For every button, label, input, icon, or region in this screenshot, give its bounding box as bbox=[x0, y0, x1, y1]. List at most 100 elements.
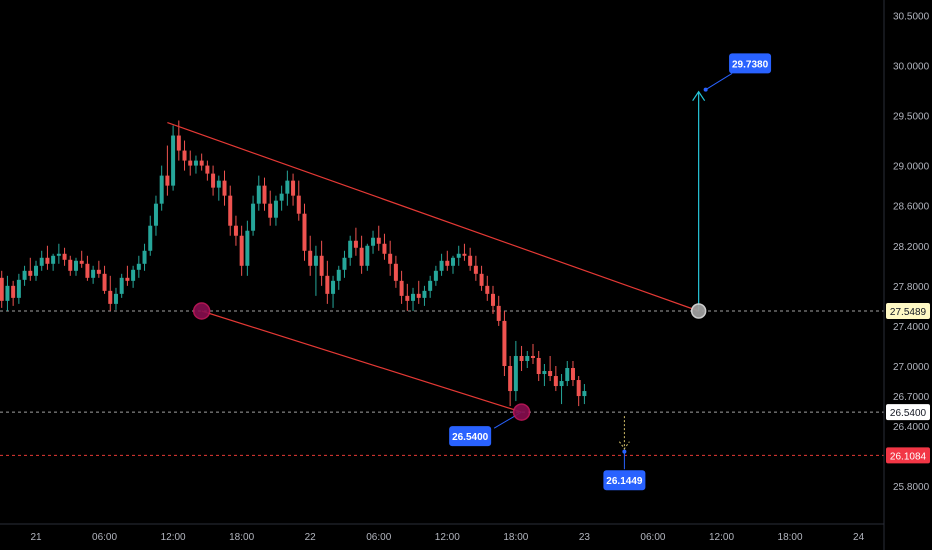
candle-body bbox=[570, 368, 575, 381]
candle bbox=[325, 260, 330, 304]
value-label-0: 29.7380 bbox=[729, 53, 772, 74]
value-label-box bbox=[603, 470, 646, 491]
candle-body bbox=[273, 200, 278, 218]
candle bbox=[399, 270, 404, 304]
candle bbox=[22, 265, 27, 286]
price-badge-0: 27.5489 bbox=[886, 303, 930, 319]
time-tick-label: 24 bbox=[853, 532, 865, 543]
candle-body bbox=[34, 265, 38, 276]
candle-body bbox=[216, 180, 221, 188]
candle bbox=[136, 255, 141, 278]
candle bbox=[125, 265, 130, 286]
candle bbox=[296, 180, 301, 221]
candle-body bbox=[108, 290, 113, 304]
price-badge-box bbox=[886, 404, 930, 421]
candle bbox=[159, 165, 164, 211]
candle-body bbox=[85, 263, 90, 278]
candle-body bbox=[565, 368, 570, 382]
candle-body bbox=[536, 357, 541, 375]
candle-body bbox=[285, 180, 290, 194]
candle bbox=[422, 285, 427, 306]
candle-body bbox=[62, 253, 67, 260]
candle bbox=[56, 243, 61, 264]
candle bbox=[119, 273, 124, 298]
value-labels-layer: 29.7380 26.1449 26.5400 bbox=[449, 53, 772, 491]
candle bbox=[559, 374, 564, 405]
candle-body bbox=[422, 290, 427, 298]
candle bbox=[553, 365, 558, 392]
candle-body bbox=[11, 285, 16, 298]
candle-body bbox=[313, 255, 318, 266]
candle-body bbox=[182, 150, 187, 161]
candle bbox=[565, 360, 570, 387]
candle-body bbox=[325, 275, 330, 294]
candle-body bbox=[348, 240, 353, 258]
candle-body bbox=[496, 305, 501, 321]
candle bbox=[513, 340, 518, 402]
candle-body bbox=[268, 203, 273, 218]
candle-body bbox=[576, 380, 581, 397]
candle bbox=[5, 275, 10, 311]
candle bbox=[0, 270, 4, 308]
candle bbox=[542, 363, 547, 387]
candle bbox=[211, 165, 216, 196]
price-badge-2: 26.1084 bbox=[886, 447, 930, 464]
price-badge-text: 26.1084 bbox=[890, 451, 927, 462]
candle bbox=[576, 376, 581, 407]
candle-body bbox=[433, 270, 438, 281]
price-axis[interactable]: 30.5000 30.0000 29.5000 29.0000 28.6000 28.20… bbox=[886, 11, 930, 493]
candle bbox=[251, 195, 256, 236]
candle-body bbox=[102, 273, 107, 291]
candle bbox=[530, 343, 535, 364]
candle bbox=[285, 170, 290, 206]
candle-body bbox=[491, 293, 495, 306]
candle-body bbox=[176, 135, 181, 151]
candle-body bbox=[428, 280, 433, 291]
candle bbox=[85, 255, 90, 281]
price-badge-box bbox=[886, 447, 930, 464]
candle bbox=[188, 150, 193, 176]
candle bbox=[308, 235, 313, 276]
candle-body bbox=[148, 225, 153, 251]
time-tick-label: 12:00 bbox=[161, 532, 186, 543]
time-tick-label: 18:00 bbox=[503, 532, 528, 543]
candle bbox=[131, 265, 136, 288]
candle-body bbox=[279, 193, 284, 201]
candle bbox=[199, 153, 204, 171]
candle-body bbox=[456, 253, 461, 258]
candle bbox=[205, 160, 210, 181]
candle bbox=[393, 255, 398, 288]
candle bbox=[376, 225, 381, 251]
candle bbox=[548, 355, 553, 382]
candle bbox=[222, 170, 227, 206]
candle-body bbox=[308, 250, 313, 266]
candle bbox=[79, 250, 84, 268]
time-tick-label: 23 bbox=[579, 532, 591, 543]
candle-body bbox=[199, 160, 204, 166]
candle-body bbox=[359, 247, 364, 266]
candle bbox=[148, 215, 153, 256]
price-tick-label: 26.7000 bbox=[893, 392, 930, 403]
value-label-1: 26.1449 bbox=[603, 470, 646, 491]
candle-body bbox=[353, 240, 358, 248]
candle bbox=[525, 350, 530, 369]
candle bbox=[16, 273, 21, 304]
candle-body bbox=[468, 255, 473, 266]
candle-body bbox=[16, 279, 21, 298]
value-label-text: 26.5400 bbox=[452, 432, 489, 443]
candle bbox=[365, 243, 370, 271]
candle bbox=[405, 283, 410, 311]
candle bbox=[451, 255, 456, 274]
candle-body bbox=[211, 173, 216, 188]
candle bbox=[462, 243, 467, 261]
candle-body bbox=[68, 259, 73, 271]
value-label-text: 26.1449 bbox=[606, 476, 643, 487]
price-badge-1: 26.5400 bbox=[886, 404, 930, 421]
candle bbox=[193, 155, 198, 174]
candle-body bbox=[153, 203, 158, 226]
time-axis[interactable]: 21 06:00 12:00 18:00 22 06:00 12:00 18:00 23 06:0… bbox=[30, 532, 864, 543]
candle bbox=[245, 220, 250, 276]
candle bbox=[233, 215, 238, 246]
